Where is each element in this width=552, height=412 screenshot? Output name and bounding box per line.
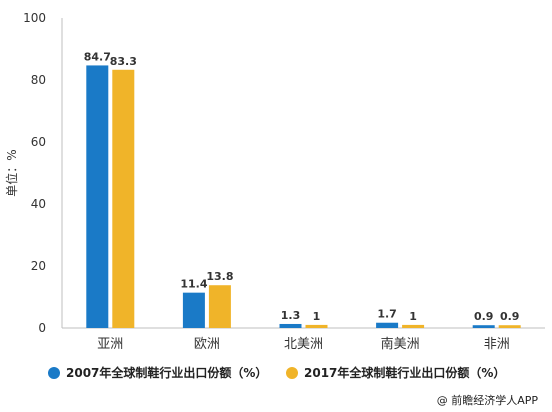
bar <box>498 325 521 328</box>
bar <box>305 324 328 328</box>
category-label: 非洲 <box>484 337 510 352</box>
bar-chart: 0 20 40 60 80 100 84.783.3 11.413.8 1.3 1 1.7 1 0.9… <box>4 11 545 352</box>
bar <box>472 325 495 328</box>
category-label: 南美洲 <box>381 336 420 352</box>
data-labels: 84.783.3 11.413.8 1.3 1 1.7 1 0.9 0.9 <box>84 50 520 323</box>
category-label: 欧洲 <box>194 337 220 352</box>
data-label: 0.9 <box>474 310 494 323</box>
legend-item-2017: 2017年全球制鞋行业出口份额（%） <box>286 364 505 381</box>
y-tick-label: 100 <box>23 11 46 25</box>
data-label: 0.9 <box>500 310 520 323</box>
y-tick-labels: 0 20 40 60 80 100 <box>23 11 46 335</box>
bar <box>112 69 135 329</box>
axes <box>61 18 545 329</box>
data-label: 1 <box>313 310 321 323</box>
source-credit: @ 前瞻经济学人APP <box>436 394 538 407</box>
data-label: 1.7 <box>377 308 397 321</box>
y-axis-label: 单位：% <box>4 149 19 196</box>
bar <box>86 65 109 329</box>
legend-item-2007: 2007年全球制鞋行业出口份额（%） <box>48 364 267 381</box>
legend-marker-2017 <box>286 366 298 379</box>
data-label: 13.8 <box>206 270 233 283</box>
data-label: 84.7 <box>84 50 111 63</box>
y-tick-label: 0 <box>38 321 46 335</box>
data-label: 1.3 <box>281 309 301 322</box>
legend-label-2017: 2017年全球制鞋行业出口份额（%） <box>304 366 506 380</box>
data-label: 11.4 <box>180 278 207 291</box>
data-label: 1 <box>409 310 417 323</box>
bars <box>86 65 521 329</box>
legend-label-2007: 2007年全球制鞋行业出口份额（%） <box>66 366 268 380</box>
category-label: 亚洲 <box>97 337 123 352</box>
bar <box>279 323 302 328</box>
bar <box>402 324 425 328</box>
bar <box>208 285 231 328</box>
y-tick-label: 60 <box>31 135 46 149</box>
legend-marker-2007 <box>48 366 60 379</box>
data-label: 83.3 <box>110 55 137 68</box>
category-label: 北美洲 <box>284 337 323 352</box>
y-tick-label: 20 <box>31 259 46 273</box>
y-tick-label: 80 <box>31 73 46 87</box>
bar <box>376 322 399 328</box>
y-tick-label: 40 <box>31 197 46 211</box>
category-labels: 亚洲 欧洲 北美洲 南美洲 非洲 <box>97 336 509 352</box>
bar <box>182 292 205 328</box>
